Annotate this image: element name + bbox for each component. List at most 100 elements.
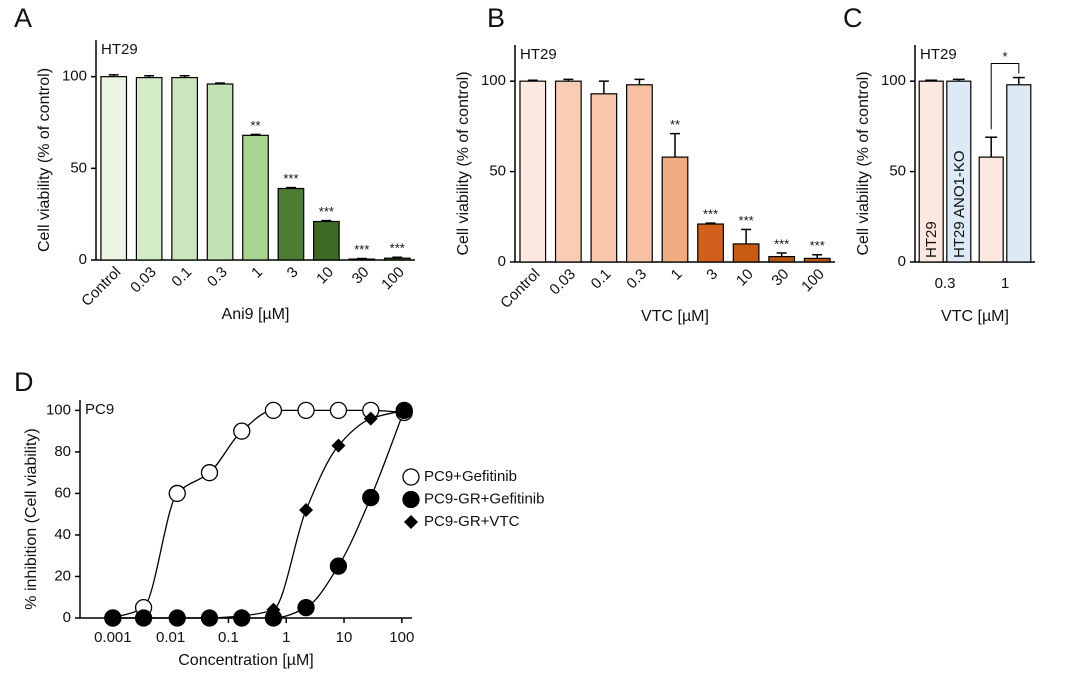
significance: *** [390,241,405,256]
x-tick-label: 0.01 [156,629,185,646]
x-axis-label: Ani9 [µM] [222,306,290,323]
x-tick-label: 30 [768,266,792,290]
data-point [329,557,348,575]
y-axis-label: Cell viability (% of control) [855,71,872,255]
bar [697,223,724,263]
annotation: HT29 [520,46,557,63]
significance: *** [810,238,825,253]
y-tick-label: 50 [70,159,87,176]
legend-label: PC9-GR+Gefitinib [424,490,544,507]
bar [383,257,411,261]
significance: *** [774,236,789,251]
fit-curve [112,409,405,619]
legend-label: PC9-GR+VTC [424,513,520,530]
data-point [362,488,380,507]
significance: * [1002,49,1007,64]
bar [978,156,1004,263]
bar [803,257,831,263]
significance: ** [250,118,260,133]
data-point [397,403,412,418]
y-tick-label: 100 [481,72,506,89]
significance: *** [283,171,298,186]
y-axis-label: Cell viability (% of control) [455,71,472,255]
legend-marker [402,490,420,509]
x-tick-label: 100 [389,629,414,646]
bar [768,255,796,263]
panel-letter: C [843,3,863,33]
x-axis-label: VTC [µM] [641,308,709,325]
fit-curve [112,410,405,619]
x-tick-label: 0.3 [204,264,231,291]
bar [946,80,972,263]
significance: *** [703,207,718,222]
x-tick-label: 100 [378,264,408,294]
significance: *** [739,213,754,228]
bar [732,243,760,263]
y-tick-label: 0 [63,609,71,626]
bar [206,83,234,261]
data-point [200,464,219,482]
x-tick-label: 3 [703,266,721,284]
x-tick-label: 1 [1001,275,1009,292]
x-tick-label: 1 [282,629,290,646]
bar [171,76,198,261]
legend-marker [404,515,418,529]
data-point [299,503,314,518]
x-tick-label: 10 [336,629,353,646]
bar [554,80,582,263]
bar [590,93,618,263]
y-tick-label: 100 [62,68,87,85]
x-tick-label: 100 [798,266,828,296]
x-tick-label: Control [497,266,543,312]
data-point [202,611,217,625]
x-tick-label: 3 [284,264,302,282]
x-tick-label: 10 [733,266,757,290]
x-tick-label: 0.1 [588,266,615,293]
data-point [297,598,315,617]
fit-curve [112,409,405,619]
bar [135,76,163,261]
x-tick-label: 30 [349,264,373,288]
x-tick-label: 0.03 [127,264,160,297]
data-point [234,608,249,623]
significance: *** [319,204,334,219]
y-tick-label: 0 [498,253,506,270]
x-tick-label: 0.1 [218,629,239,646]
data-point [105,611,120,625]
data-point [331,438,346,453]
significance-bracket [990,63,1020,130]
panel-letter: A [14,3,32,33]
significance: ** [670,117,680,132]
bar [1006,84,1032,263]
x-tick-label: 1 [668,266,686,284]
x-tick-label: 0.3 [935,275,956,292]
y-tick-label: 50 [889,163,906,180]
y-tick-label: 100 [46,401,71,418]
bar [661,156,689,263]
bar [626,84,653,263]
y-tick-label: 60 [54,484,71,501]
y-tick-label: 20 [54,567,71,584]
bar [519,80,547,263]
significance: *** [354,242,369,257]
data-point [136,611,151,625]
x-tick-label: 0.3 [623,266,650,293]
bar [313,220,340,261]
legend-marker [402,468,420,486]
x-tick-label: Control [78,264,124,310]
x-tick-label: 10 [313,264,337,288]
x-axis-label: VTC [µM] [941,308,1009,325]
bar [100,76,128,261]
x-tick-label: 0.001 [94,629,132,646]
annotation: HT29 [920,46,957,63]
x-axis-label: Concentration [µM] [178,652,314,669]
y-axis-label: % inhibition (Cell viability) [23,428,40,609]
y-tick-label: 80 [54,443,71,460]
annotation: PC9 [85,401,114,418]
annotation: HT29 [101,41,138,58]
x-tick-label: 0.03 [546,266,579,299]
data-point [233,422,251,440]
y-tick-label: 50 [489,163,506,180]
data-point [266,602,281,617]
x-tick-label: 0.1 [168,264,195,291]
